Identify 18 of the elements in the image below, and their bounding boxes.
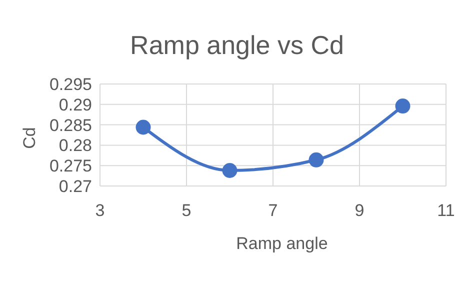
chart-title: Ramp angle vs Cd	[129, 30, 345, 61]
x-tick-label: 9	[354, 201, 364, 220]
x-tick-label: 11	[437, 201, 455, 220]
x-axis-title: Ramp angle	[235, 234, 329, 254]
point	[136, 120, 151, 135]
y-tick-label: 0.27	[58, 177, 92, 196]
y-axis-title: Cd	[20, 127, 40, 149]
x-tick-label: 3	[95, 201, 105, 220]
point	[395, 98, 410, 114]
point	[308, 152, 324, 168]
x-tick-label: 5	[182, 201, 192, 220]
y-tick-label: 0.285	[49, 116, 92, 135]
point	[222, 162, 238, 178]
x-tick-label: 7	[268, 201, 278, 220]
y-tick-label: 0.29	[58, 95, 92, 114]
y-tick-label: 0.275	[49, 156, 92, 176]
y-tick-label: 0.295	[49, 75, 92, 94]
y-tick-label: 0.28	[58, 136, 92, 156]
